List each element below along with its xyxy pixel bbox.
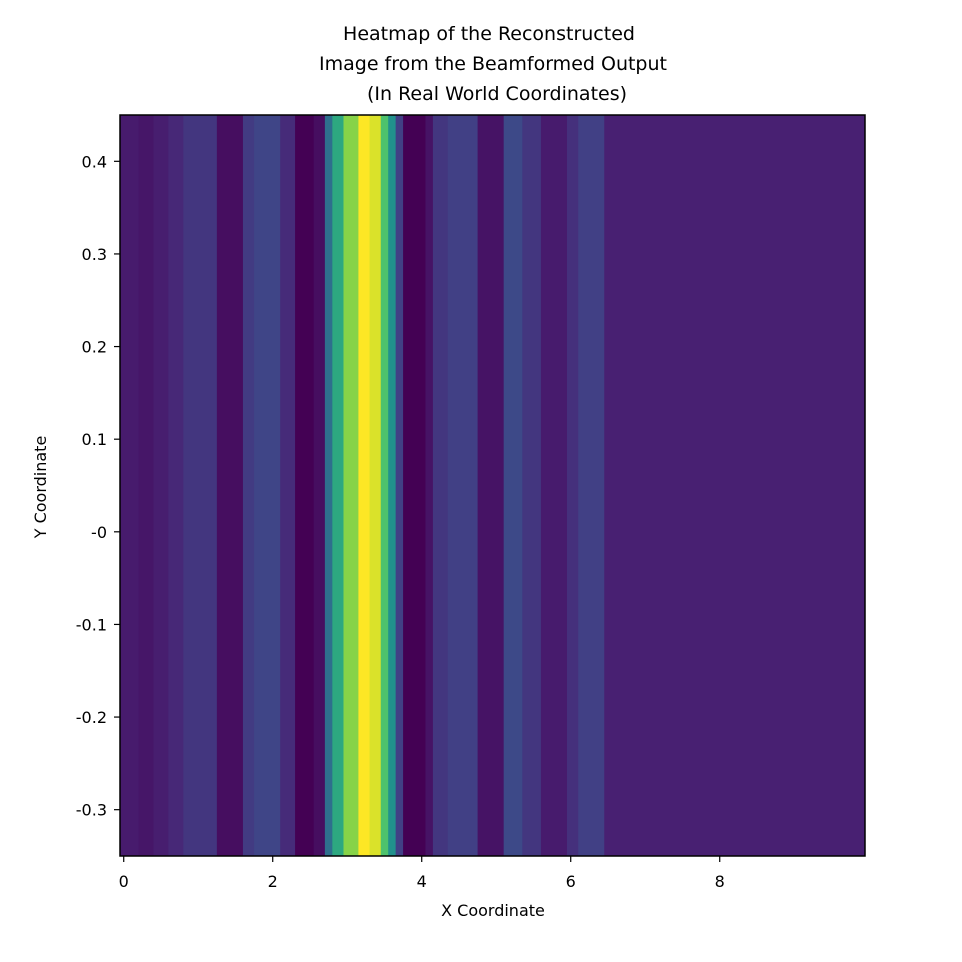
y-tick-label: 0.3 (82, 245, 107, 264)
y-axis-ticks: 0.4 0.3 0.2 0.1 -0 -0.1 -0.2 -0.3 (76, 152, 120, 820)
x-axis-ticks: 0 2 4 6 8 (119, 856, 725, 891)
heatmap-cell (295, 115, 315, 856)
heatmap-cell (432, 115, 449, 856)
heatmap-cell (242, 115, 255, 856)
chart-title-line-3: (In Real World Coordinates) (367, 83, 627, 105)
heatmap-cell (578, 115, 605, 856)
heatmap-cell (332, 115, 344, 856)
y-tick-label: -0 (91, 523, 107, 542)
heatmap-cell (254, 115, 281, 856)
y-axis-label: Y Coordinate (31, 436, 50, 540)
heatmap-cell (388, 115, 397, 856)
heatmap-cell (183, 115, 218, 856)
heatmap-cell (138, 115, 155, 856)
heatmap-cell (477, 115, 505, 856)
heatmap-cell (280, 115, 296, 856)
heatmap-cell (540, 115, 568, 856)
y-tick-label: -0.2 (76, 708, 107, 727)
heatmap-cell (403, 115, 426, 856)
heatmap-cell (604, 115, 866, 856)
x-tick-label: 8 (715, 872, 725, 891)
x-tick-label: 2 (268, 872, 278, 891)
heatmap-cell (313, 115, 326, 856)
y-tick-label: 0.2 (82, 338, 107, 357)
x-tick-label: 6 (566, 872, 576, 891)
x-tick-label: 0 (119, 872, 129, 891)
heatmap-cell (447, 115, 479, 856)
heatmap-cell (425, 115, 434, 856)
heatmap-cell (343, 115, 359, 856)
x-tick-label: 4 (417, 872, 427, 891)
x-axis-label: X Coordinate (441, 901, 545, 920)
heatmap-cell (395, 115, 404, 856)
heatmap-cell (120, 115, 140, 856)
heatmap-cell (503, 115, 523, 856)
heatmap-cell (567, 115, 579, 856)
heatmap-cell (522, 115, 542, 856)
heatmap-cell (216, 115, 244, 856)
y-tick-label: 0.1 (82, 430, 107, 449)
heatmap-cell (369, 115, 382, 856)
heatmap-cell (153, 115, 169, 856)
heatmap-cell (380, 115, 389, 856)
y-tick-label: -0.1 (76, 615, 107, 634)
chart-title-line-1: Heatmap of the Reconstructed (343, 23, 635, 45)
chart-title-line-2: Image from the Beamformed Output (319, 53, 667, 75)
y-tick-label: 0.4 (82, 152, 107, 171)
heatmap-cell (358, 115, 371, 856)
heatmap-cells (120, 115, 866, 856)
heatmap-cell (324, 115, 333, 856)
plot-frame (119, 114, 866, 857)
heatmap-cell (168, 115, 184, 856)
y-tick-label: -0.3 (76, 801, 107, 820)
